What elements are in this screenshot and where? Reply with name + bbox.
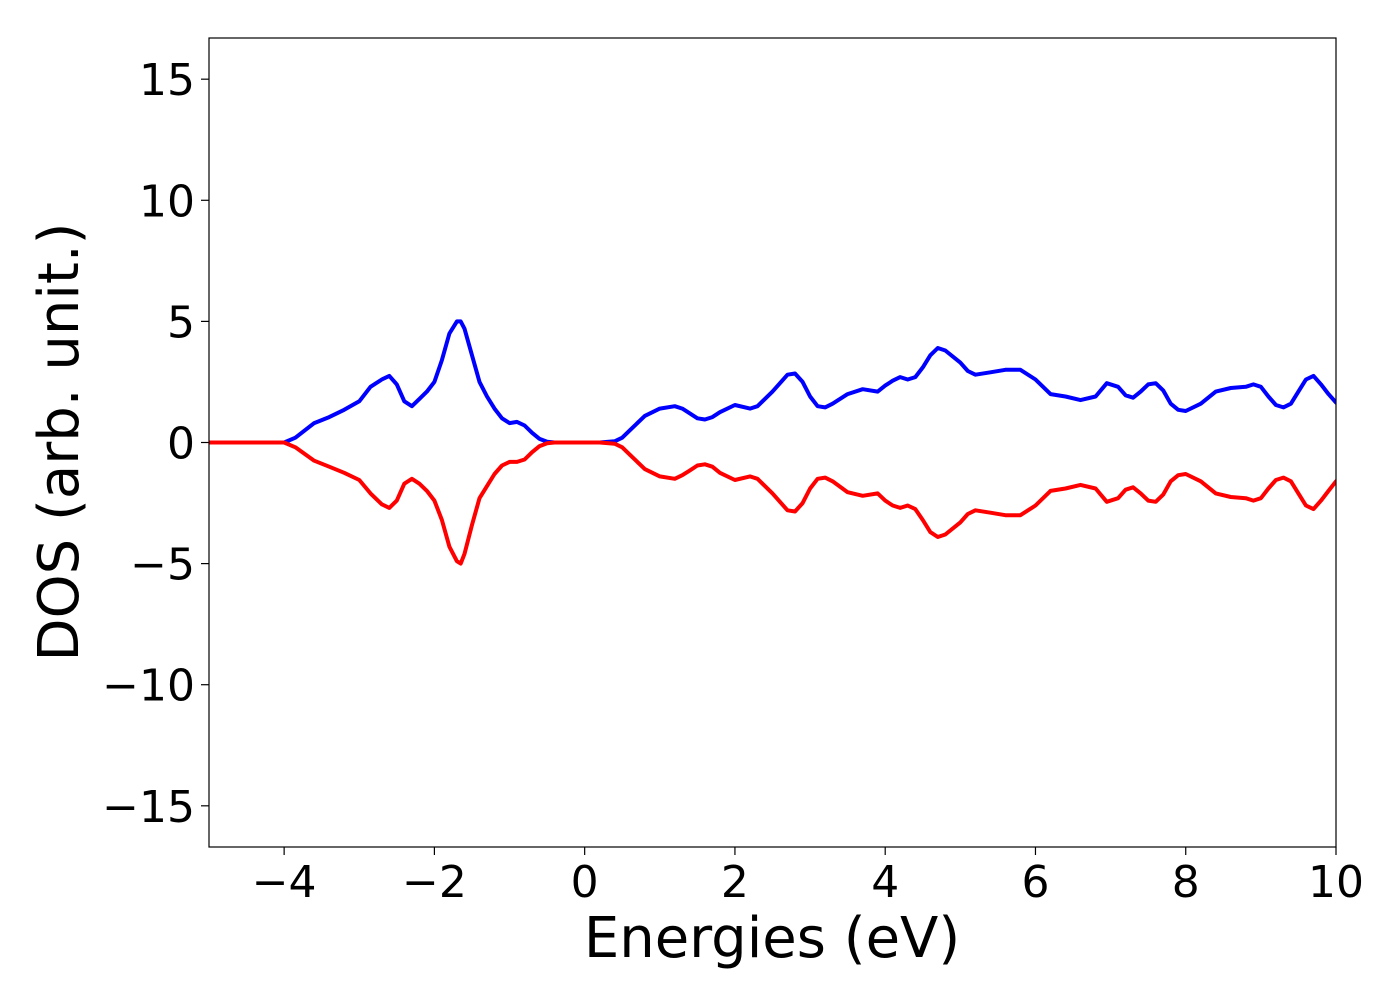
y-axis-label: DOS (arb. unit.) [27,222,92,661]
plot-frame [208,37,1337,848]
x-tick-label: 10 [1308,857,1364,908]
y-tick-label: 15 [139,55,195,106]
x-tick-label: 0 [571,857,599,908]
x-tick-label: −2 [402,857,467,908]
y-tick-label: −15 [102,782,195,833]
y-tick-label: 10 [139,176,195,227]
series-line-2 [209,440,1336,566]
x-axis-label: Energies (eV) [584,906,960,971]
series-layer [209,319,1336,566]
y-tick-label: −10 [102,661,195,712]
y-tick-label: 0 [167,419,195,470]
x-axis-ticks: −4 −2 0 2 4 6 8 10 [252,847,1364,908]
x-tick-label: 6 [1021,857,1049,908]
series-line-1 [209,319,1336,445]
x-tick-label: −4 [252,857,317,908]
y-axis-ticks: 15 10 5 0 −5 −10 −15 [102,55,209,833]
y-tick-label: 5 [167,297,195,348]
x-tick-label: 8 [1172,857,1200,908]
x-tick-label: 4 [871,857,899,908]
x-tick-label: 2 [721,857,749,908]
y-tick-label: −5 [130,540,195,591]
